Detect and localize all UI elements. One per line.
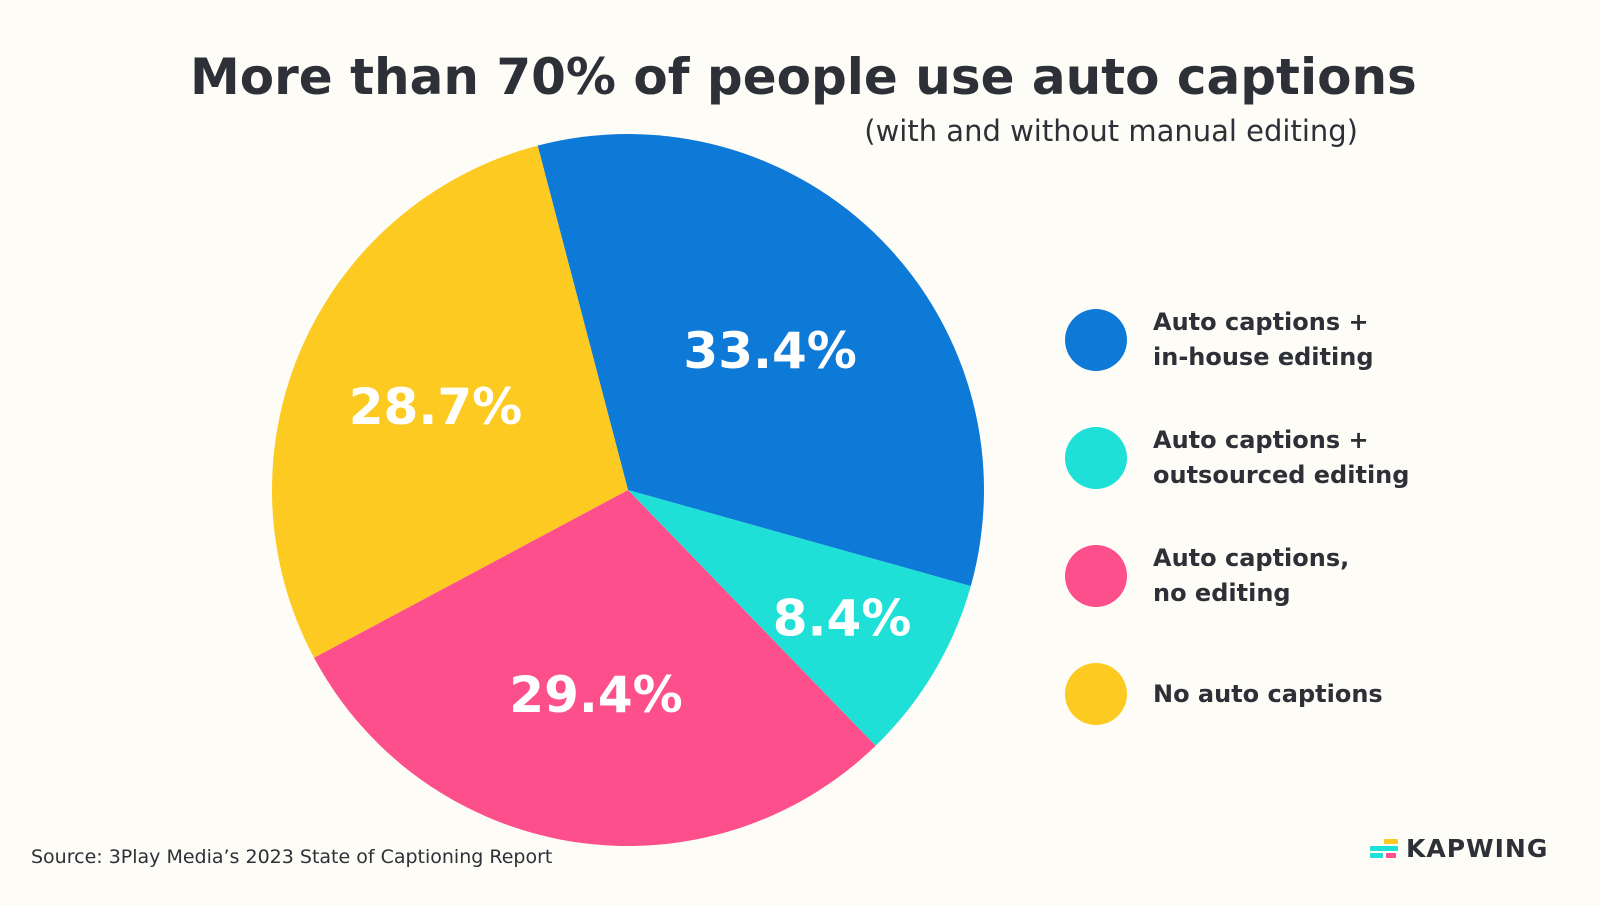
slice-data-label: 33.4% [683,322,856,380]
slice-data-label: 8.4% [773,590,912,648]
pie-slice [628,490,971,746]
pie-slice [272,145,628,658]
legend-label: Auto captions, no editing [1153,544,1350,607]
legend-item: Auto captions, no editing [1065,544,1433,608]
chart-title: More than 70% of people use auto caption… [190,48,1417,106]
slice-data-label: 29.4% [509,666,682,724]
legend-item: Auto captions + in-house editing [1065,308,1433,372]
legend-swatch [1065,427,1127,489]
chart-subtitle: (with and without manual editing) [864,114,1358,148]
pie-slice [537,134,984,587]
legend-label: Auto captions + outsourced editing [1153,426,1410,489]
logo-text: KAPWING [1406,834,1549,863]
legend-swatch [1065,309,1127,371]
slice-data-label: 28.7% [349,378,522,436]
legend-swatch [1065,663,1127,725]
legend-item: No auto captions [1065,662,1433,726]
legend-swatch [1065,545,1127,607]
legend: Auto captions + in-house editing Auto cap… [1065,308,1433,780]
legend-label: Auto captions + in-house editing [1153,308,1374,371]
kapwing-logo: KAPWING [1370,834,1548,863]
legend-label: No auto captions [1153,679,1383,708]
source-note: Source: 3Play Media’s 2023 State of Capt… [31,846,553,868]
kapwing-logo-icon [1370,838,1398,858]
legend-item: Auto captions + outsourced editing [1065,426,1433,490]
pie-slice [314,490,876,847]
